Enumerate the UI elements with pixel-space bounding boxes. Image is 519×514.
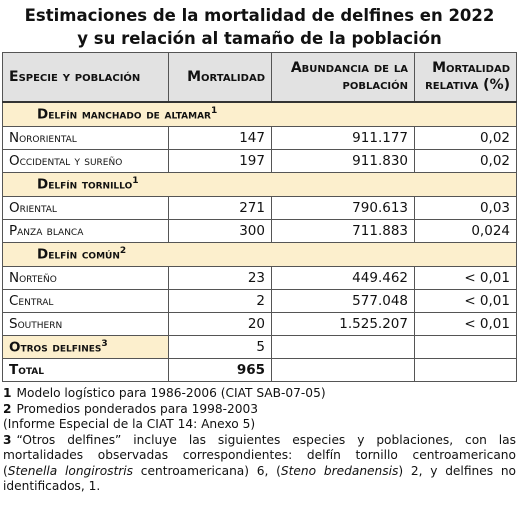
cell: 300 <box>168 219 272 243</box>
group-label: Delfín manchado de altamar1 <box>2 101 517 127</box>
group-row: Delfín manchado de altamar1 <box>2 101 517 127</box>
cell: < 0,01 <box>414 289 517 313</box>
cell: 1.525.207 <box>271 312 415 336</box>
label-text: Delfín manchado de altamar <box>37 106 211 123</box>
others-row: Otros delfines3 5 <box>2 335 517 359</box>
title-line: Estimaciones de la mortalidad de delfine… <box>24 6 495 25</box>
row-label: Total <box>2 358 169 382</box>
footnote-text: “Otros delfines” incluye las siguientes … <box>3 432 516 478</box>
cell: 965 <box>168 358 272 382</box>
cell: 2 <box>168 289 272 313</box>
label-text: Delfín común <box>37 246 120 263</box>
footnotes: 1 Modelo logístico para 1986-2006 (CIAT S… <box>0 382 519 495</box>
footnote-text: Promedios ponderados para 1998-2003 <box>16 401 259 416</box>
cell: 20 <box>168 312 272 336</box>
cell: Oriental <box>2 196 169 220</box>
cell: 911.830 <box>271 149 415 173</box>
cell <box>271 335 415 359</box>
cell: 0,02 <box>414 149 517 173</box>
footnote-number: 2 <box>3 401 12 416</box>
title: Estimaciones de la mortalidad de delfine… <box>0 0 519 52</box>
footnote-text: centroamericana) 6, ( <box>133 463 281 478</box>
column-header: Abundancia de la población <box>271 52 415 103</box>
footnote: 1 Modelo logístico para 1986-2006 (CIAT S… <box>3 386 516 402</box>
cell: Central <box>2 289 169 313</box>
table: Especie y población Mortalidad Abundancia … <box>2 52 517 382</box>
footnote-ref: 3 <box>101 338 108 349</box>
cell: < 0,01 <box>414 266 517 290</box>
footnote-ref: 1 <box>132 176 139 187</box>
header-row: Especie y población Mortalidad Abundancia … <box>2 52 517 103</box>
table-body: Delfín manchado de altamar1 Nororiental 14… <box>2 101 517 382</box>
cell: 23 <box>168 266 272 290</box>
label-text: Otros delfines <box>9 339 102 356</box>
cell: Nororiental <box>2 126 169 150</box>
data-row: Southern 20 1.525.207 < 0,01 <box>2 312 517 336</box>
group-label: Delfín tornillo1 <box>2 172 517 197</box>
cell: 147 <box>168 126 272 150</box>
row-label: Otros delfines3 <box>2 335 169 359</box>
footnote: (Informe Especial de la CIAT 14: Anexo 5… <box>3 417 516 433</box>
column-header: Especie y población <box>2 52 169 103</box>
cell: Panza blanca <box>2 219 169 243</box>
group-row: Delfín tornillo1 <box>2 172 517 197</box>
footnote: 2 Promedios ponderados para 1998-2003 <box>3 402 516 418</box>
cell: < 0,01 <box>414 312 517 336</box>
cell: 0,03 <box>414 196 517 220</box>
column-header: Mortalidad <box>168 52 272 103</box>
title-line: y su relación al tamaño de la población <box>77 29 442 48</box>
group-row: Delfín común2 <box>2 242 517 267</box>
footnote-number: 3 <box>3 432 12 447</box>
footnote-text: Modelo logístico para 1986-2006 (CIAT SA… <box>16 386 326 400</box>
total-row: Total 965 <box>2 358 517 382</box>
cell: 0,024 <box>414 219 517 243</box>
footnote-text: ) 2, y delfines no identificados, 1. <box>3 463 516 494</box>
footnote-text: Steno bredanensis <box>280 463 399 478</box>
cell: Norteño <box>2 266 169 290</box>
data-row: Norteño 23 449.462 < 0,01 <box>2 266 517 290</box>
data-row: Panza blanca 300 711.883 0,024 <box>2 219 517 243</box>
column-header: Mortalidad relativa (%) <box>414 52 517 103</box>
cell: 711.883 <box>271 219 415 243</box>
cell: 449.462 <box>271 266 415 290</box>
cell: 790.613 <box>271 196 415 220</box>
cell <box>414 335 517 359</box>
data-row: Nororiental 147 911.177 0,02 <box>2 126 517 150</box>
footnote-ref: 2 <box>119 246 127 257</box>
cell: 5 <box>168 335 272 359</box>
cell: 911.177 <box>271 126 415 150</box>
data-row: Occidental y sureño 197 911.830 0,02 <box>2 149 517 173</box>
footnote-number: 1 <box>3 386 12 400</box>
cell: Occidental y sureño <box>2 149 169 173</box>
cell: 577.048 <box>271 289 415 313</box>
data-row: Oriental 271 790.613 0,03 <box>2 196 517 220</box>
cell: 197 <box>168 149 272 173</box>
cell: 271 <box>168 196 272 220</box>
footnote: 3 “Otros delfines” incluye las siguientes… <box>3 433 516 495</box>
group-label: Delfín común2 <box>2 242 517 267</box>
label-text: Delfín tornillo <box>37 176 133 193</box>
footnote-ref: 1 <box>210 106 218 117</box>
cell: 0,02 <box>414 126 517 150</box>
data-row: Central 2 577.048 < 0,01 <box>2 289 517 313</box>
cell: Southern <box>2 312 169 336</box>
footnote-text: Stenella longirostris <box>7 463 134 478</box>
footnote-text: (Informe Especial de la CIAT 14: Anexo 5… <box>3 417 256 431</box>
cell <box>414 358 517 382</box>
cell <box>271 358 415 382</box>
